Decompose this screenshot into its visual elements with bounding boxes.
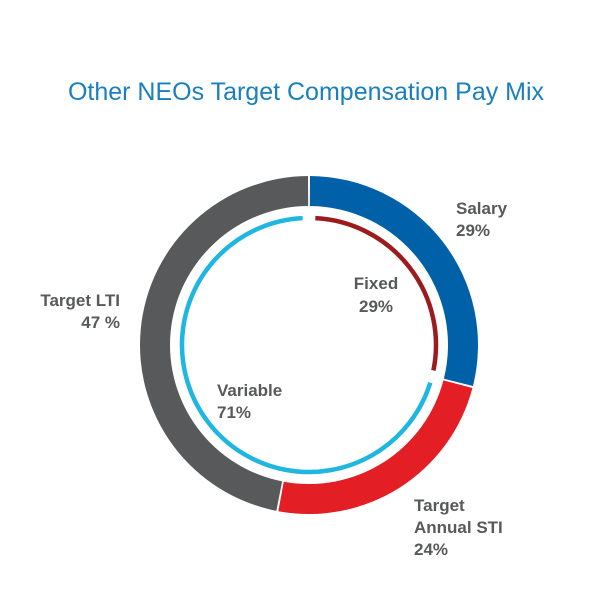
inner-slice-variable [179, 215, 433, 475]
label-fixed: Fixed 29% [354, 274, 398, 316]
label-salary-value: 29% [456, 221, 490, 240]
label-salary-name: Salary [456, 199, 508, 218]
label-sti-line1: Target [414, 496, 465, 515]
inner-ring [179, 215, 439, 475]
label-lti-value: 47 % [81, 313, 120, 332]
label-variable: Variable 71% [217, 381, 282, 422]
label-variable-name: Variable [217, 381, 282, 400]
outer-ring [139, 176, 478, 514]
label-lti-name: Target LTI [40, 291, 120, 310]
label-target-lti: Target LTI 47 % [40, 291, 120, 332]
outer-slice-salary [309, 176, 478, 387]
label-variable-value: 71% [217, 403, 251, 422]
chart-title: Other NEOs Target Compensation Pay Mix [68, 78, 545, 106]
inner-slice-fixed [315, 215, 439, 371]
label-target-annual-sti: Target Annual STI 24% [414, 496, 503, 559]
label-sti-line2: Annual STI [414, 518, 503, 537]
outer-slice-target-annual-sti [278, 380, 473, 514]
label-fixed-name: Fixed [354, 274, 398, 293]
outer-slice-target-lti [139, 176, 309, 511]
label-sti-value: 24% [414, 540, 448, 559]
label-fixed-value: 29% [359, 297, 393, 316]
label-salary: Salary 29% [456, 199, 508, 240]
